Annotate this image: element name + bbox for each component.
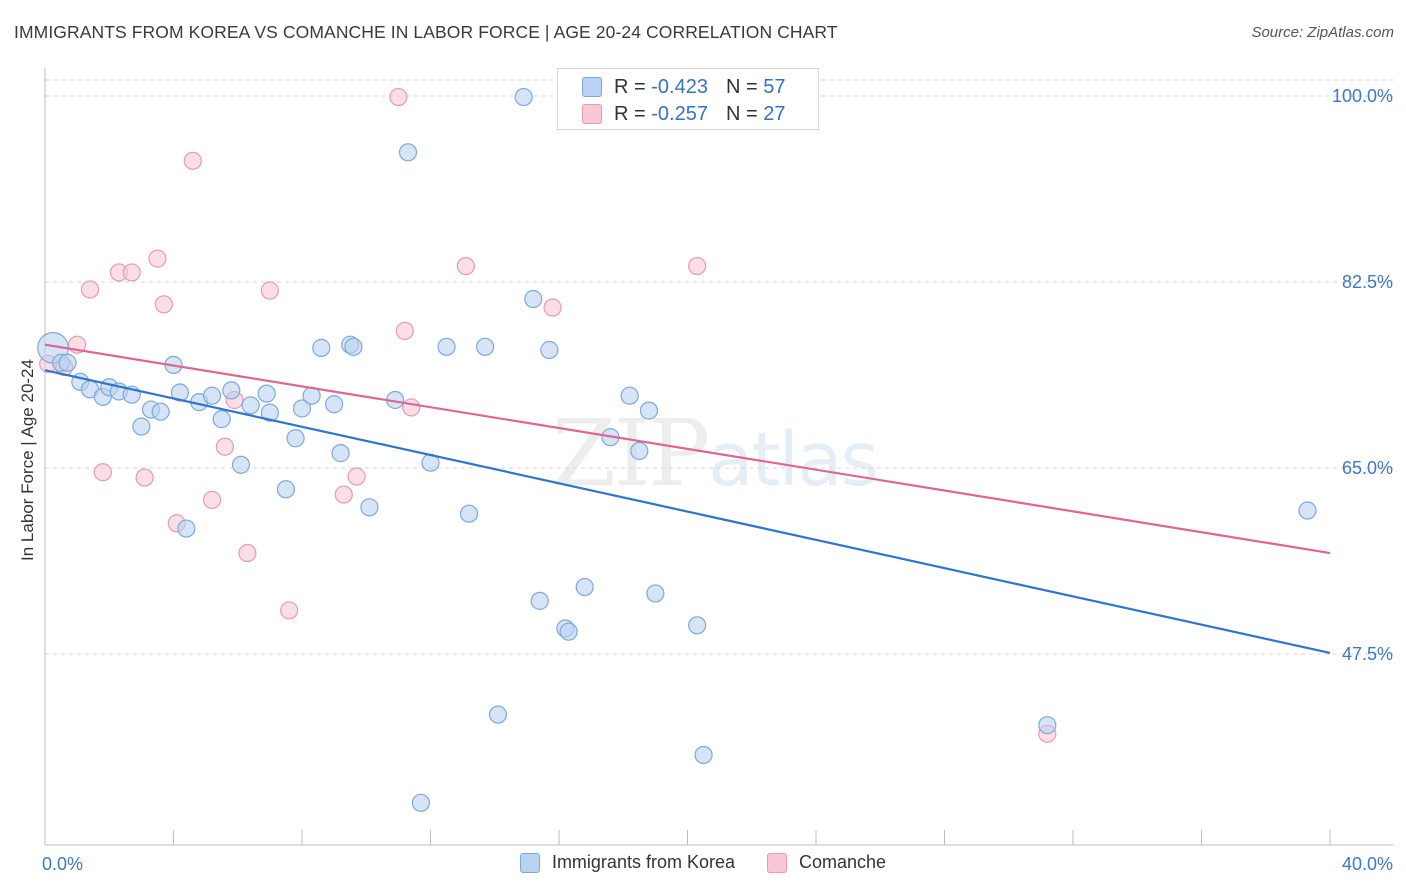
korea-point-35 — [411, 793, 430, 812]
korea-point-18 — [222, 381, 241, 400]
comanche-point-9 — [154, 295, 173, 314]
series-legend: Immigrants from Korea Comanche — [0, 852, 1406, 873]
korea-point-2 — [58, 353, 77, 372]
korea-point-14 — [177, 519, 196, 538]
comanche-n-label: N = — [725, 102, 758, 125]
korea-point-44 — [540, 340, 559, 360]
correlation-legend: R = -0.423 N = 57 R = -0.257 N = 27 — [557, 68, 819, 130]
korea-point-16 — [202, 386, 222, 405]
korea-trend-line — [44, 369, 1331, 655]
korea-point-47 — [575, 577, 594, 597]
comanche-point-8 — [148, 249, 167, 268]
korea-point-55 — [1298, 501, 1317, 520]
korea-point-17 — [212, 410, 231, 429]
korea-r-value: -0.423 — [651, 75, 708, 98]
korea-point-21 — [257, 384, 276, 403]
korea-point-50 — [630, 441, 649, 461]
comanche-point-23 — [456, 256, 475, 276]
comanche-point-19 — [347, 467, 366, 486]
korea-point-46 — [559, 622, 578, 641]
korea-point-51 — [639, 401, 659, 420]
korea-point-52 — [646, 584, 665, 603]
korea-point-39 — [476, 337, 495, 356]
korea-point-31 — [344, 337, 363, 356]
zipatlas-watermark: ZIPatlas — [552, 400, 879, 507]
korea-n-value: 57 — [763, 75, 786, 98]
comanche-point-13 — [215, 437, 234, 456]
comanche-point-22 — [402, 398, 421, 417]
y-tick-label-1: 65.0% — [1342, 458, 1393, 478]
korea-point-43 — [530, 591, 549, 610]
korea-point-41 — [514, 87, 533, 107]
korea-point-53 — [688, 616, 707, 635]
korea-point-22 — [260, 403, 279, 422]
comanche-r-value: -0.257 — [651, 102, 708, 125]
korea-point-40 — [488, 705, 508, 724]
korea-point-9 — [132, 417, 151, 436]
comanche-r-label: R = — [614, 102, 646, 125]
korea-swatch — [582, 77, 602, 97]
korea-legend-label: Immigrants from Korea — [551, 852, 735, 872]
comanche-point-17 — [280, 601, 299, 620]
korea-point-49 — [620, 386, 639, 405]
korea-point-24 — [286, 429, 305, 448]
comanche-point-25 — [688, 256, 707, 276]
comanche-legend-swatch — [767, 852, 787, 873]
comanche-point-21 — [395, 321, 414, 340]
x-tick-label-0: 0.0% — [42, 854, 83, 874]
korea-point-56 — [694, 745, 713, 765]
comanche-point-16 — [260, 281, 279, 300]
korea-point-13 — [170, 383, 190, 402]
korea-point-54 — [1038, 716, 1057, 735]
korea-point-20 — [241, 396, 260, 415]
chart-title: IMMIGRANTS FROM KOREA VS COMANCHE IN LAB… — [14, 22, 838, 42]
comanche-point-6 — [122, 263, 141, 282]
korea-legend-swatch — [519, 852, 540, 873]
korea-point-29 — [331, 444, 350, 463]
korea-point-27 — [312, 338, 331, 357]
legend-row-korea: R = -0.423 N = 57 — [582, 74, 785, 100]
korea-r-label: R = — [614, 75, 646, 98]
comanche-point-3 — [80, 280, 100, 299]
comanche-point-15 — [238, 543, 257, 563]
comanche-n-value: 27 — [763, 102, 786, 125]
comanche-point-18 — [334, 485, 353, 504]
korea-point-25 — [292, 399, 312, 418]
legend-item-comanche: Comanche — [767, 852, 886, 873]
comanche-point-12 — [202, 490, 222, 509]
x-tick-label-1: 40.0% — [1342, 854, 1393, 874]
comanche-point-4 — [93, 463, 112, 482]
korea-point-42 — [524, 289, 543, 309]
source-credit: Source: ZipAtlas.com — [1251, 24, 1394, 41]
korea-point-38 — [459, 504, 479, 523]
korea-point-37 — [437, 337, 456, 356]
korea-point-19 — [231, 455, 251, 474]
comanche-point-20 — [389, 87, 408, 107]
korea-point-11 — [151, 402, 170, 421]
korea-point-23 — [276, 480, 296, 499]
korea-n-label: N = — [725, 75, 758, 98]
y-tick-label-2: 82.5% — [1342, 272, 1393, 292]
comanche-point-24 — [543, 298, 562, 317]
comanche-trend-line — [44, 343, 1331, 555]
korea-point-34 — [398, 143, 418, 162]
comanche-point-7 — [135, 468, 154, 487]
comanche-swatch — [582, 104, 602, 124]
comanche-point-11 — [183, 151, 202, 170]
watermark-atlas: atlas — [708, 417, 879, 503]
y-tick-label-0: 47.5% — [1342, 644, 1393, 664]
y-tick-label-3: 100.0% — [1332, 86, 1393, 106]
korea-point-32 — [360, 498, 379, 517]
korea-point-28 — [325, 395, 344, 414]
legend-item-korea: Immigrants from Korea — [519, 852, 735, 873]
legend-row-comanche: R = -0.257 N = 27 — [582, 101, 785, 127]
comanche-legend-label: Comanche — [799, 852, 887, 872]
